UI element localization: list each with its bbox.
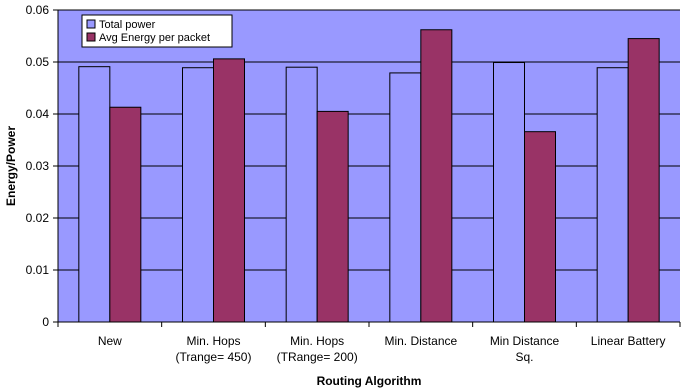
axes — [53, 9, 681, 327]
bar-total-power-5 — [596, 67, 629, 323]
x-tick-label: Min. Distance — [384, 334, 457, 348]
y-tick-label: 0 — [42, 315, 49, 329]
bar-avg-energy-2 — [316, 110, 349, 323]
y-axis-title: Energy/Power — [4, 126, 18, 206]
y-tick-label: 0.01 — [26, 263, 50, 277]
y-tick-label: 0.02 — [26, 211, 50, 225]
bars — [78, 29, 660, 323]
legend-swatch — [86, 32, 96, 42]
bar-total-power-1 — [182, 67, 214, 323]
bar-avg-energy-1 — [213, 58, 245, 323]
x-tick-label: Sq. — [515, 350, 533, 364]
bar-avg-energy-5 — [627, 38, 660, 323]
x-tick-label: Min. Hops — [290, 334, 344, 348]
bar-total-power-2 — [285, 66, 318, 323]
y-tick-label: 0.06 — [26, 3, 50, 17]
x-axis-title: Routing Algorithm — [317, 374, 422, 388]
x-tick-label: (Trange= 450) — [176, 350, 252, 364]
x-tick-label: (TRange= 200) — [277, 350, 358, 364]
y-tick-labels: 0 0.01 0.02 0.03 0.04 0.05 0.06 — [26, 3, 50, 329]
legend-label: Avg Energy per packet — [99, 32, 210, 44]
bar-total-power-4 — [493, 62, 525, 323]
legend-swatch — [86, 19, 96, 29]
x-tick-label: Min Distance — [490, 334, 560, 348]
x-tick-label: Min. Hops — [186, 334, 240, 348]
y-tick-label: 0.03 — [26, 159, 50, 173]
bar-total-power-3 — [389, 72, 422, 323]
legend-box — [81, 14, 233, 48]
x-tick-label: Linear Battery — [591, 334, 666, 348]
x-tick-label: New — [98, 334, 122, 348]
bar-avg-energy-4 — [524, 131, 556, 323]
legend-label: Total power — [99, 19, 156, 31]
gridlines — [58, 9, 680, 271]
bar-avg-energy-0 — [109, 106, 142, 323]
y-tick-label: 0.04 — [26, 107, 50, 121]
bar-avg-energy-3 — [420, 29, 453, 323]
bar-total-power-0 — [78, 66, 111, 323]
x-tick-labels: New Min. Hops (Trange= 450) Min. Hops (TRang… — [98, 334, 666, 364]
y-tick-label: 0.05 — [26, 55, 50, 69]
